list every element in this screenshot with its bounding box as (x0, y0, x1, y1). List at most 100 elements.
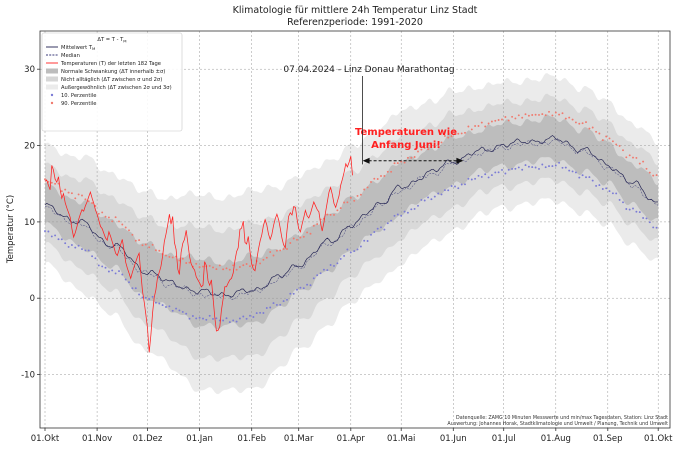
p10-marker (615, 192, 618, 195)
p10-marker (144, 296, 147, 299)
p10-marker (437, 192, 440, 195)
p90-marker (440, 141, 443, 144)
p90-marker (370, 181, 372, 183)
p10-marker (228, 321, 231, 324)
p10-marker (60, 238, 63, 241)
p10-marker (339, 257, 342, 260)
p10-marker (329, 264, 332, 266)
p90-marker (259, 262, 262, 265)
p90-marker (655, 174, 658, 177)
p10-marker (245, 317, 248, 320)
p10-marker (648, 221, 651, 224)
p10-marker (430, 198, 433, 201)
p90-marker (242, 264, 245, 267)
p10-marker (638, 211, 641, 214)
p10-marker (114, 272, 117, 275)
p10-marker (420, 198, 423, 201)
legend-label-text: Normale Schwankung (ΔT innerhalb ±σ) (61, 69, 165, 75)
p10-marker (524, 164, 527, 167)
p10-marker (400, 214, 403, 217)
p90-marker (403, 161, 406, 164)
p10-marker (443, 189, 446, 192)
x-tick-label: 01.Okt (644, 434, 673, 444)
legend: ΔT = T - TM Mittelwert TM Median Temperatu… (41, 32, 183, 132)
p90-marker (551, 114, 554, 117)
p10-marker (195, 317, 198, 320)
p10-marker (64, 242, 67, 245)
p90-marker (138, 239, 141, 242)
p90-marker (312, 224, 315, 227)
p10-marker (514, 167, 517, 170)
p90-marker (393, 162, 396, 165)
chart-subtitle: Referenzperiode: 1991-2020 (287, 17, 423, 28)
p10-marker (309, 284, 312, 287)
p90-marker (585, 121, 587, 124)
p10-marker (154, 301, 157, 304)
p10-marker (538, 167, 540, 170)
p90-marker (81, 194, 83, 197)
legend-label-text: Temperaturen (T) der letzten 182 Tage (60, 61, 161, 67)
p10-marker (286, 298, 288, 301)
p10-marker (121, 273, 124, 276)
p90-marker (118, 220, 120, 223)
p10-marker (501, 168, 503, 171)
p90-marker (648, 171, 651, 174)
p10-marker (480, 175, 483, 178)
p10-marker (393, 214, 396, 217)
p10-marker (564, 166, 567, 169)
p10-marker (215, 317, 218, 320)
legend-label-text: Außergewöhnlich (ΔT zwischen 2σ und 3σ) (61, 85, 172, 91)
y-tick-label: 20 (24, 142, 35, 152)
p10-marker (611, 192, 614, 195)
p10-marker (181, 310, 184, 313)
p90-marker (306, 231, 309, 234)
p10-marker (185, 312, 188, 315)
legend-label-text: 90. Perzentile (61, 101, 96, 107)
p10-marker (554, 164, 557, 167)
p90-marker (571, 118, 574, 121)
callout-line-1: Temperaturen wie (355, 127, 457, 138)
p90-marker (373, 177, 376, 180)
legend-label: Temperaturen (T) der letzten 182 Tage (60, 61, 161, 67)
legend-label-text: Mittelwert T (61, 45, 93, 51)
p90-marker (454, 132, 456, 135)
p90-marker (181, 257, 184, 260)
p90-marker (376, 178, 379, 180)
y-axis-label: Temperatur (°C) (6, 195, 16, 264)
p10-marker (343, 254, 346, 257)
p10-marker (507, 168, 510, 171)
p10-marker (289, 292, 292, 295)
p10-marker (47, 230, 50, 233)
p10-marker (222, 319, 225, 322)
p90-marker (84, 198, 87, 201)
p90-marker (232, 264, 235, 267)
legend-swatch-patch (46, 68, 58, 74)
p10-marker (70, 244, 73, 246)
p90-marker (343, 201, 346, 204)
callout-line-2: Anfang Juni! (371, 140, 441, 151)
p10-marker (178, 309, 181, 312)
p10-marker (608, 190, 611, 193)
x-tick-label: 01.Jun (440, 434, 467, 444)
p10-marker (205, 318, 208, 321)
p10-marker (54, 234, 57, 237)
p10-marker (447, 189, 450, 192)
p10-marker (118, 270, 120, 273)
p90-marker (524, 113, 527, 116)
p10-marker (504, 172, 507, 175)
p90-marker (521, 116, 524, 119)
p90-marker (598, 132, 601, 135)
y-tick-label: 10 (24, 218, 35, 228)
p10-marker (558, 161, 561, 164)
p10-marker (467, 177, 470, 180)
p10-marker (652, 226, 655, 229)
p10-marker (386, 222, 389, 225)
p90-marker (548, 110, 550, 113)
p90-marker (430, 142, 433, 145)
p10-marker (111, 269, 114, 272)
p90-marker (484, 125, 487, 128)
p10-marker (269, 306, 272, 309)
p90-marker (464, 131, 466, 134)
p10-marker (454, 185, 456, 188)
x-tick-label: 01.Mar (284, 434, 314, 444)
